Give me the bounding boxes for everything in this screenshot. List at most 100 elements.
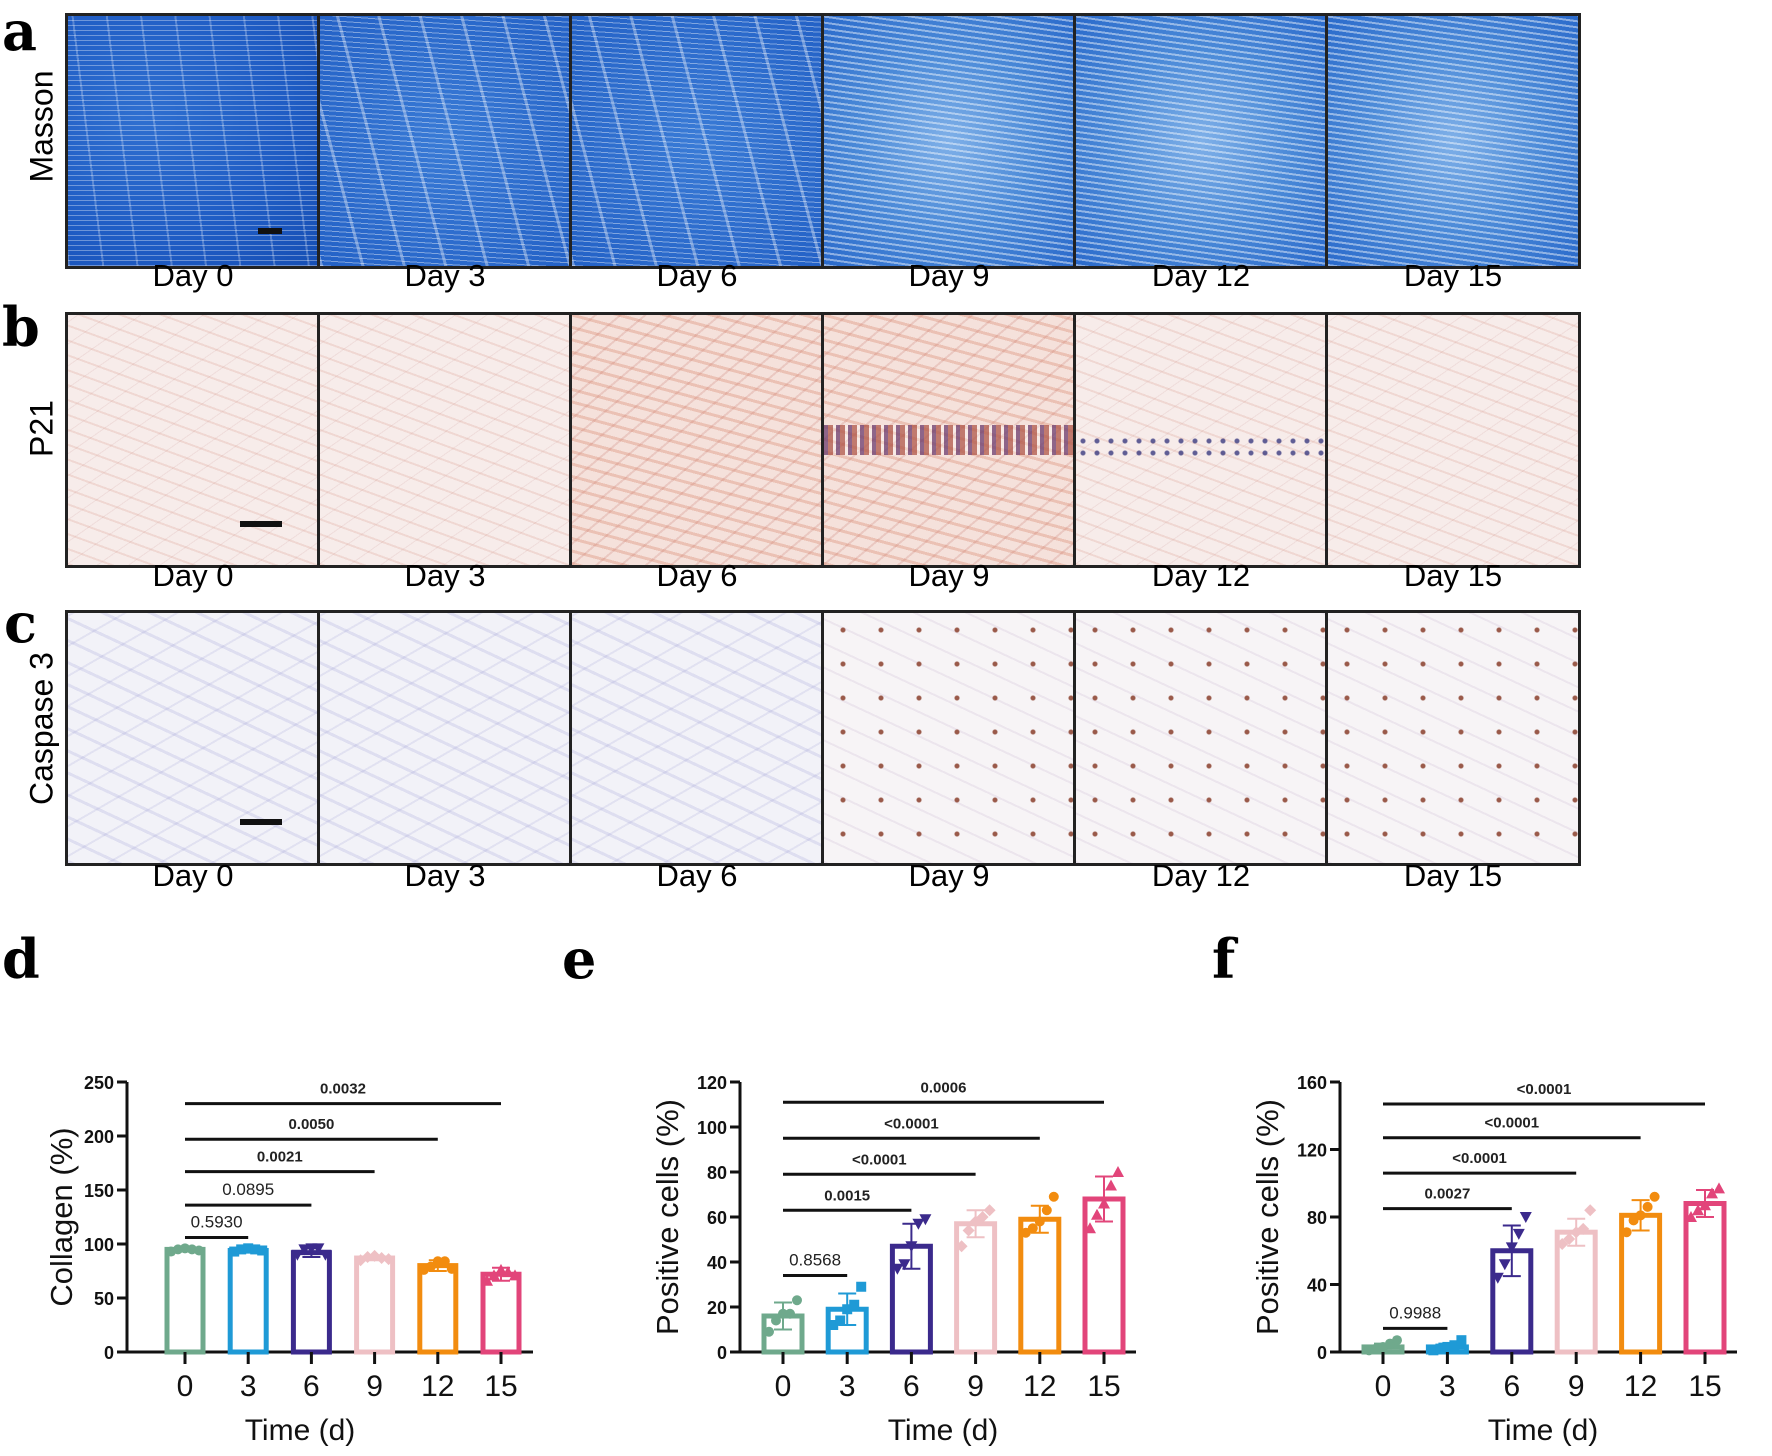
x-tick-label: 12 xyxy=(1023,1370,1056,1403)
y-tick-label: 120 xyxy=(697,1073,727,1093)
y-tick-label: 200 xyxy=(84,1127,114,1147)
x-tick-label: 9 xyxy=(967,1370,984,1403)
data-point xyxy=(1505,1242,1518,1254)
data-point xyxy=(898,1259,911,1271)
data-point xyxy=(1449,1340,1460,1351)
x-tick-label: 6 xyxy=(1503,1370,1520,1403)
day-label: Day 3 xyxy=(404,558,486,593)
data-point xyxy=(481,1274,493,1286)
p-value-label: 0.0006 xyxy=(921,1079,967,1096)
p-value-label: <0.0001 xyxy=(1517,1081,1572,1098)
y-tick-label: 120 xyxy=(1297,1141,1327,1161)
y-axis-label: Positive cells (%) xyxy=(1250,1099,1285,1335)
y-tick-label: 80 xyxy=(1307,1208,1327,1228)
data-point xyxy=(764,1326,774,1337)
day-label: Day 0 xyxy=(152,858,234,893)
day-label: Day 9 xyxy=(908,858,990,893)
y-tick-label: 150 xyxy=(84,1181,114,1201)
data-point xyxy=(1048,1191,1059,1202)
day-label: Day 6 xyxy=(656,258,738,293)
data-point xyxy=(1428,1345,1439,1356)
chart-f: 0 40 80 120 160 0 3 6 9 12 15 0.9988 0.0027 <0.0001 <0… xyxy=(1250,1073,1737,1447)
data-point xyxy=(432,1256,443,1267)
x-tick-label: 6 xyxy=(903,1370,920,1403)
p-value-label: 0.0027 xyxy=(1424,1186,1470,1203)
data-point xyxy=(976,1211,989,1223)
data-point xyxy=(257,1245,268,1256)
day-label: Day 0 xyxy=(152,258,234,293)
data-point xyxy=(425,1261,436,1272)
day-label: Day 15 xyxy=(1403,858,1503,893)
day-label: Day 12 xyxy=(1151,858,1251,893)
data-point xyxy=(1456,1335,1467,1346)
data-point xyxy=(856,1281,867,1292)
bar xyxy=(290,1250,332,1355)
micrograph-p21-day12 xyxy=(1073,312,1329,568)
day-label: Day 6 xyxy=(656,858,738,893)
panel-letter-e: e xyxy=(562,927,597,991)
day-label: Day 9 xyxy=(908,258,990,293)
data-point xyxy=(1642,1201,1653,1212)
panel-letter-d: d xyxy=(2,927,40,991)
data-point xyxy=(250,1244,261,1255)
day-label: Day 3 xyxy=(404,258,486,293)
x-axis-label: Time (d) xyxy=(888,1414,999,1447)
y-tick-label: 0 xyxy=(104,1343,114,1363)
data-point xyxy=(1442,1341,1453,1352)
data-point xyxy=(1556,1238,1569,1250)
data-point xyxy=(1692,1204,1704,1216)
y-tick-label: 40 xyxy=(1307,1276,1327,1296)
p-value-label: <0.0001 xyxy=(884,1115,939,1132)
data-point xyxy=(291,1249,304,1261)
p-value-label: 0.9988 xyxy=(1389,1303,1441,1322)
micrograph-caspase3-day12 xyxy=(1073,610,1329,866)
y-tick-label: 100 xyxy=(697,1118,727,1138)
data-point xyxy=(495,1263,507,1275)
data-point xyxy=(446,1263,457,1274)
day-label: Day 0 xyxy=(152,558,234,593)
y-axis-label: Positive cells (%) xyxy=(650,1099,685,1335)
data-point xyxy=(1635,1210,1646,1221)
data-point xyxy=(778,1308,788,1319)
chart-d: 0 50 100 150 200 250 0 3 6 9 12 15 0.5930 0.0895 0.002… xyxy=(44,1073,533,1447)
y-tick-label: 0 xyxy=(1317,1343,1327,1363)
micrograph-p21-day0 xyxy=(65,312,321,568)
p-value-label: <0.0001 xyxy=(852,1151,907,1168)
p-value-label: <0.0001 xyxy=(1484,1115,1539,1132)
bar xyxy=(1018,1216,1062,1355)
x-tick-label: 3 xyxy=(240,1370,257,1403)
data-point xyxy=(905,1241,918,1253)
bar xyxy=(354,1255,396,1355)
x-tick-label: 9 xyxy=(366,1370,383,1403)
micrograph-masson-day6 xyxy=(569,13,825,269)
micrograph-p21-day15 xyxy=(1325,312,1581,568)
day-label: Day 3 xyxy=(404,858,486,893)
data-point xyxy=(1706,1187,1718,1199)
p-value-label: 0.0015 xyxy=(824,1187,870,1204)
panel-letter-b: b xyxy=(2,295,40,359)
data-point xyxy=(312,1243,325,1255)
chart-e: 0 20 40 60 80 100 120 0 3 6 9 12 15 0.8568 0.0015 <0.00… xyxy=(650,1073,1136,1447)
data-point xyxy=(1563,1232,1576,1245)
data-point xyxy=(1519,1212,1532,1223)
panel-letter-a: a xyxy=(2,0,37,63)
data-point xyxy=(1713,1182,1725,1194)
data-point xyxy=(1091,1208,1103,1220)
x-tick-label: 15 xyxy=(484,1370,517,1403)
x-tick-label: 0 xyxy=(177,1370,194,1403)
bar xyxy=(417,1263,459,1355)
data-point xyxy=(488,1269,500,1281)
data-point xyxy=(1498,1259,1511,1271)
x-axis-label: Time (d) xyxy=(1488,1414,1599,1447)
p-value-label: <0.0001 xyxy=(1452,1150,1507,1167)
data-point xyxy=(1105,1179,1117,1191)
y-axis-label: Collagen (%) xyxy=(44,1127,79,1306)
data-point xyxy=(502,1266,514,1278)
panel-letter-f: f xyxy=(1212,927,1236,991)
x-tick-label: 15 xyxy=(1688,1370,1721,1403)
micrograph-caspase3-day15 xyxy=(1325,610,1581,866)
bar xyxy=(1683,1201,1727,1355)
micrograph-p21-day6 xyxy=(569,312,825,568)
y-tick-label: 60 xyxy=(707,1208,727,1228)
